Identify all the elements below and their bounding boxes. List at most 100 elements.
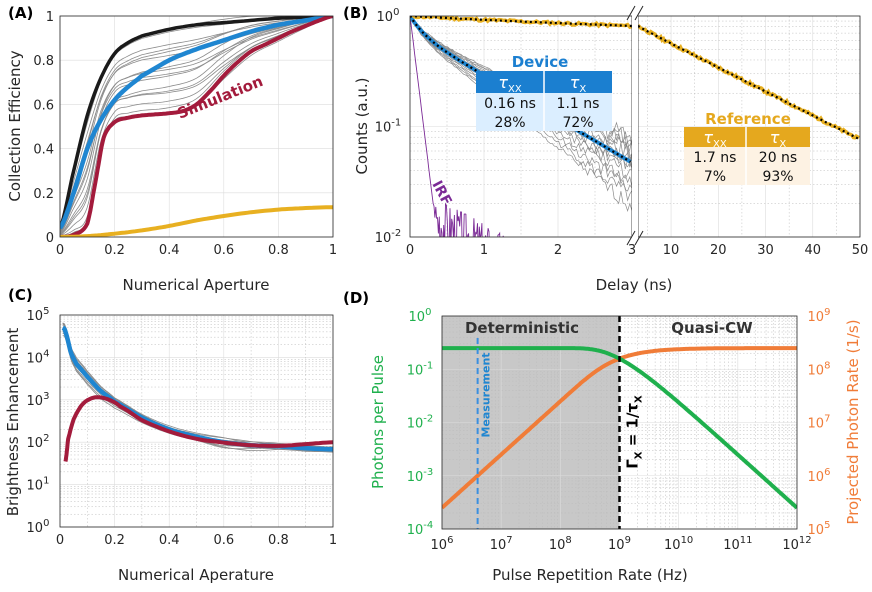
simulation-curve	[60, 16, 333, 233]
panel-a-ylabel: Collection Efficiency	[6, 50, 24, 201]
y-tick-label-left: 10-2	[407, 414, 434, 432]
panel-a-chart: 00 0.2 0.2 0.4 0.4 0.6 0.6 0.8 0.8 1 1 Numerical A…	[6, 10, 337, 294]
measurement-label: Measurement	[480, 352, 493, 437]
panel-d-ticks: 106 107 108 109 1010 1011 1012 100 10-1 10-2 10-3 1…	[407, 307, 831, 553]
y-tick-label: 102	[27, 433, 50, 451]
x-tick-label: 0.6	[213, 243, 234, 258]
x-tick-label: 0.6	[213, 533, 234, 548]
reference-table-title: Reference	[705, 110, 791, 128]
x-tick-label: 0	[56, 243, 64, 258]
panel-label-b: (B)	[343, 4, 368, 22]
simulation-curve	[62, 323, 333, 453]
y-tick-label-left: 10-3	[407, 467, 434, 485]
simulation-curve	[60, 16, 333, 230]
panel-label-d: (D)	[343, 289, 369, 307]
x-tick-label: 0	[406, 243, 414, 258]
y-tick-label-right: 107	[808, 414, 831, 432]
simulation-curve	[60, 16, 333, 235]
reference-xx-fraction: 7%	[704, 169, 726, 185]
x-tick-label: 20	[710, 243, 727, 258]
simulation-curve	[60, 16, 333, 231]
y-tick-label-right: 105	[808, 520, 831, 538]
x-tick-label: 0.4	[159, 533, 180, 548]
simulation-curve	[62, 323, 333, 450]
y-tick-label: 104	[27, 348, 50, 366]
y-tick-label-right: 108	[808, 360, 831, 378]
x-tick-label: 1	[329, 533, 337, 548]
panel-c-xlabel: Numerical Aperature	[118, 566, 274, 584]
y-tick-label: 0.2	[33, 187, 54, 202]
device-table: Device τXX τX 0.16 ns 1.1 ns 28% 72%	[476, 53, 612, 131]
reference-table-body	[684, 147, 810, 185]
y-tick-label-left: 10-4	[407, 520, 434, 538]
device-tau-x-value: 1.1 ns	[557, 96, 600, 112]
y-tick-label-left: 10-1	[407, 360, 434, 378]
y-tick-label: 100	[377, 7, 400, 25]
device-header-tau-x: τX	[570, 73, 587, 95]
x-tick-label: 0.2	[104, 533, 125, 548]
y-tick-label-right: 109	[808, 307, 831, 325]
panel-d-chart: 106 107 108 109 1010 1011 1012 100 10-1 10-2 10-3 1…	[369, 307, 862, 584]
device-header-tau-xx: τXX	[498, 73, 521, 95]
reference-table-header	[684, 127, 810, 147]
panel-d-series	[442, 316, 797, 529]
x-tick-label: 50	[852, 243, 869, 258]
device-tau-xx-value: 0.16 ns	[484, 96, 536, 112]
y-tick-label: 101	[27, 476, 50, 494]
y-tick-label: 103	[27, 391, 50, 409]
panel-c-simulation-curves	[62, 322, 333, 453]
x-tick-label: 0.8	[268, 243, 289, 258]
y-tick-label: 100	[27, 518, 50, 536]
reference-table: Reference τXX τX 1.7 ns 20 ns 7% 93%	[684, 110, 810, 185]
blue-series-line	[60, 16, 333, 230]
x-tick-label: 2	[554, 243, 562, 258]
panel-d-ylabel-left: Photons per Pulse	[369, 355, 387, 489]
x-tick-label: 30	[757, 243, 774, 258]
panel-b-ticks: 0 1 2 3 10 20 30 40 50 100 10-1 10-2	[375, 7, 869, 258]
x-tick-label: 109	[608, 535, 631, 553]
simulation-curve	[60, 16, 333, 235]
x-tick-label: 1012	[782, 535, 811, 553]
x-tick-label: 1010	[664, 535, 693, 553]
x-tick-label: 3	[628, 243, 636, 258]
gamma-label: ΓX = 1/τX	[624, 395, 645, 469]
panel-a-series	[60, 16, 333, 237]
panel-b-ylabel: Counts (a.u.)	[353, 77, 371, 174]
x-tick-label: 1	[480, 243, 488, 258]
deterministic-label: Deterministic	[465, 319, 579, 337]
panel-c-chart: 0 0.2 0.4 0.6 0.8 1 100 101 102 103 104 105 Numeric…	[4, 306, 337, 584]
reference-header-tau-xx: τXX	[703, 128, 726, 150]
panel-a-ticks: 00 0.2 0.2 0.4 0.4 0.6 0.6 0.8 0.8 1 1	[33, 10, 337, 258]
y-tick-label: 0	[46, 231, 54, 246]
panel-label-a: (A)	[8, 4, 33, 22]
x-tick-label: 40	[804, 243, 821, 258]
x-tick-label: 0.8	[268, 533, 289, 548]
panel-c-ylabel: Brightness Enhancement	[4, 328, 22, 517]
simulation-curve	[60, 16, 333, 233]
device-xx-fraction: 28%	[494, 115, 525, 131]
panel-d-xlabel: Pulse Repetition Rate (Hz)	[492, 566, 688, 584]
right-segment-lines	[638, 24, 860, 141]
panel-c-frame	[59, 314, 334, 528]
device-table-title: Device	[512, 53, 569, 71]
x-tick-label: 1011	[723, 535, 752, 553]
reference-tau-xx-value: 1.7 ns	[694, 150, 737, 166]
y-tick-label: 0.4	[33, 143, 54, 158]
y-tick-label: 10-2	[375, 228, 402, 246]
panel-a-frame	[59, 15, 334, 238]
x-tick-label: 10	[663, 243, 680, 258]
reference-fit-dotted-right	[638, 25, 860, 141]
panel-a-xlabel: Numerical Aperture	[123, 276, 270, 294]
reference-tau-x-value: 20 ns	[759, 150, 797, 166]
simulation-curve	[62, 325, 333, 448]
device-fit-dotted	[410, 16, 632, 163]
reference-x-fraction: 93%	[762, 169, 793, 185]
crimson-series-line	[60, 16, 333, 237]
device-x-fraction: 72%	[562, 115, 593, 131]
x-tick-label: 0.2	[104, 243, 125, 258]
simulation-curve	[62, 327, 333, 449]
irf-trace	[410, 16, 504, 237]
quasi-cw-label: Quasi-CW	[671, 319, 753, 337]
black-series-line	[60, 16, 333, 229]
